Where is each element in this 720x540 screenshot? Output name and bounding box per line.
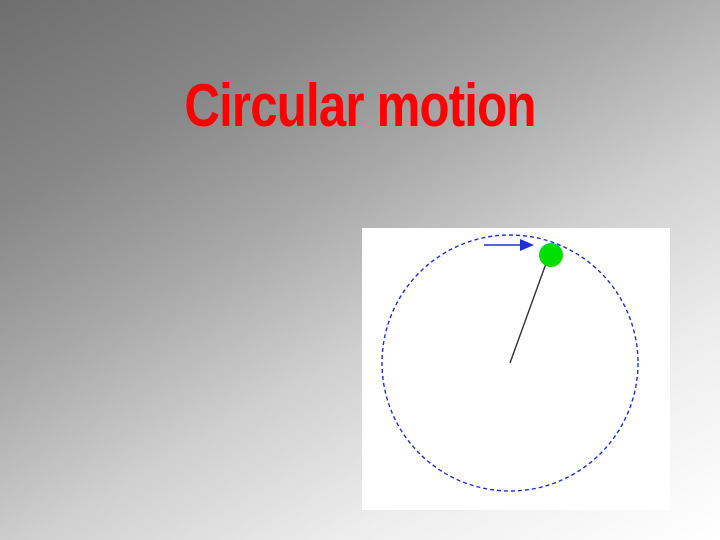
direction-arrow-head xyxy=(520,239,534,251)
moving-ball xyxy=(539,243,563,267)
radius-line xyxy=(509,257,549,364)
circular-motion-diagram xyxy=(362,228,670,510)
slide-title: Circular motion xyxy=(184,72,536,139)
diagram-canvas xyxy=(381,234,639,492)
circular-path xyxy=(381,234,639,492)
